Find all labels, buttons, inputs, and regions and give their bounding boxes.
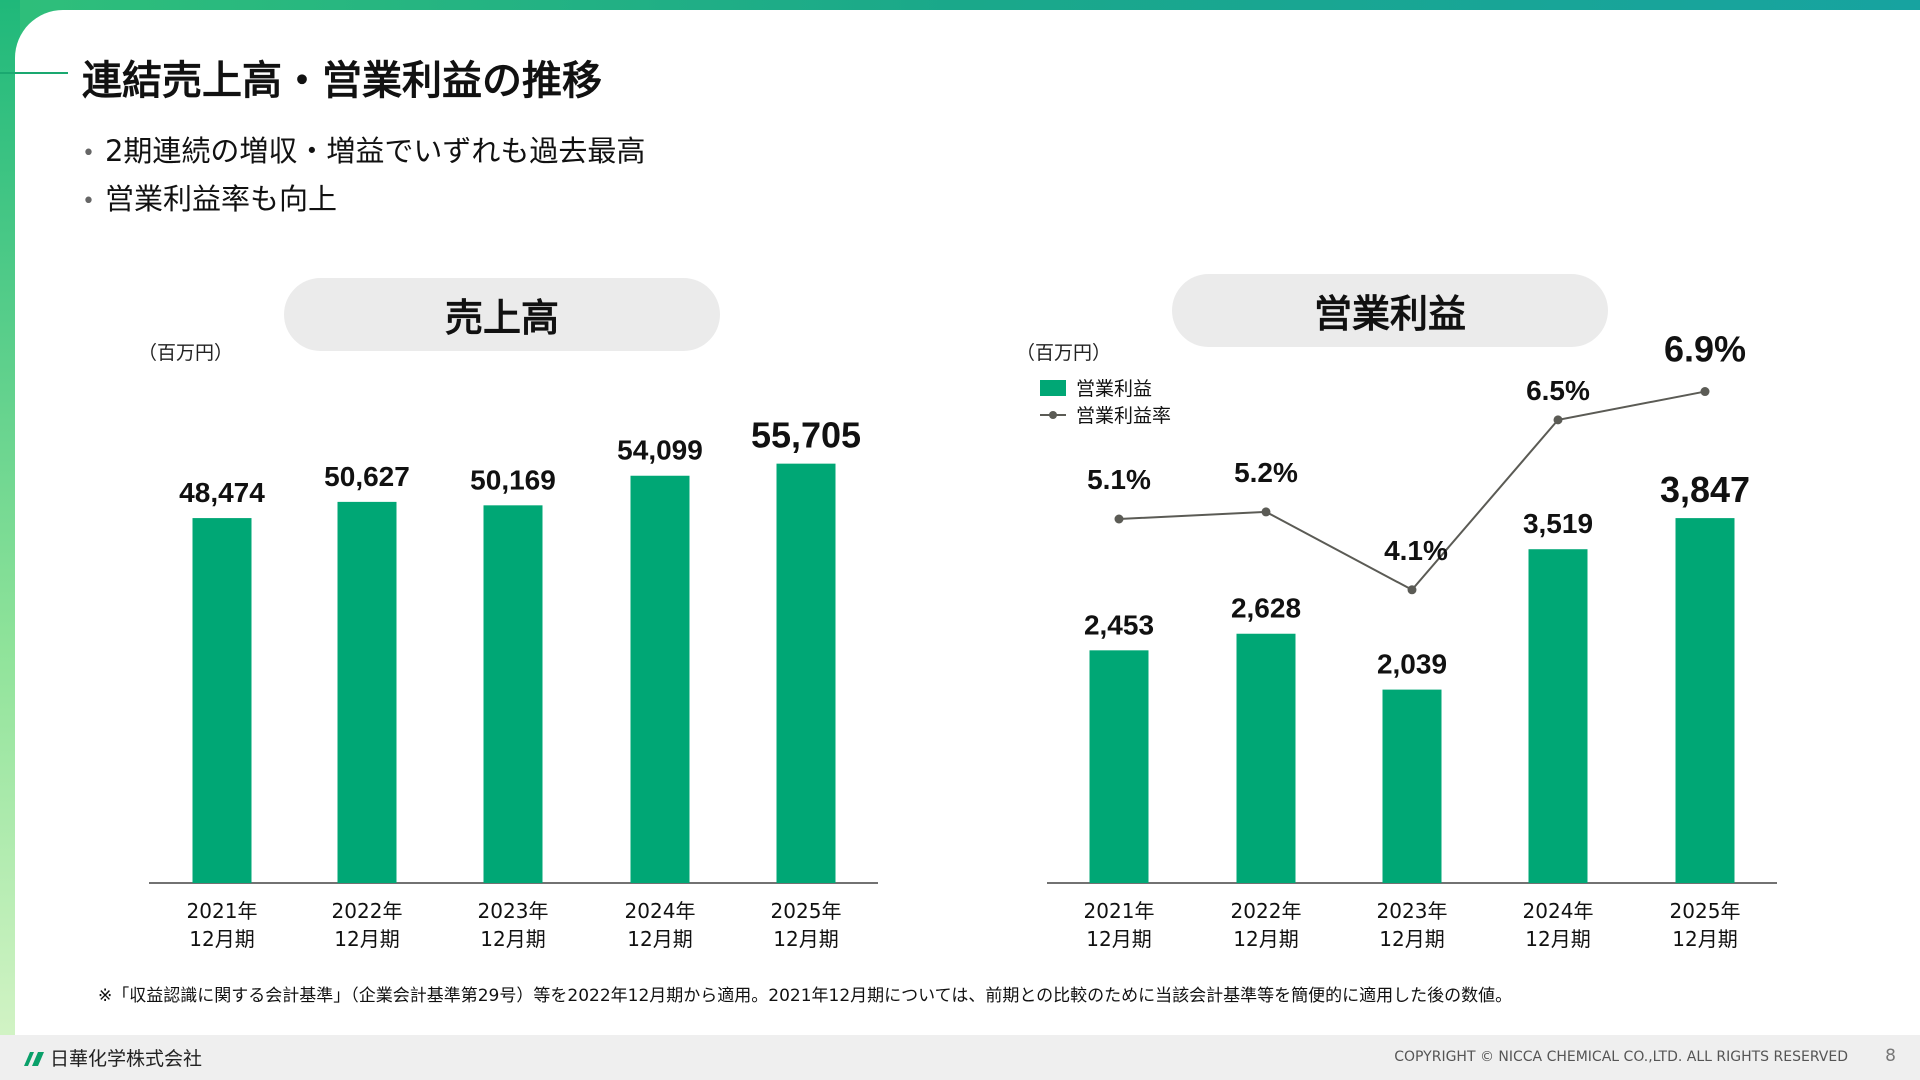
sales-bar xyxy=(483,505,543,883)
margin-value-label: 6.5% xyxy=(1526,375,1590,406)
sales-value-label: 54,099 xyxy=(617,435,703,466)
profit-value-label: 3,519 xyxy=(1523,508,1593,539)
sales-tick-label: 12月期 xyxy=(773,927,838,951)
profit-tick-label: 12月期 xyxy=(1379,927,1444,951)
legend-bar-swatch xyxy=(1040,379,1066,396)
legend-item-profit: 営業利益 xyxy=(1040,374,1152,401)
sales-bar xyxy=(776,463,836,883)
margin-point xyxy=(1261,507,1271,517)
bullet-2: 営業利益率も向上 xyxy=(82,176,337,218)
profit-value-label: 2,039 xyxy=(1377,649,1447,680)
sales-chart-title: 売上高 xyxy=(284,278,720,351)
sales-value-label: 50,169 xyxy=(470,464,556,495)
profit-value-label: 2,453 xyxy=(1084,609,1154,640)
profit-bar xyxy=(1089,650,1149,883)
profit-unit-label: （百万円） xyxy=(1016,342,1112,364)
profit-chart-title: 営業利益 xyxy=(1172,274,1608,347)
sales-tick-label: 2023年 xyxy=(478,899,549,923)
company-name: 日華化学株式会社 xyxy=(50,1048,203,1070)
margin-value-label: 4.1% xyxy=(1384,535,1448,566)
page-title: 連結売上高・営業利益の推移 xyxy=(82,58,602,104)
sales-bar xyxy=(630,475,690,883)
sales-value-label: 50,627 xyxy=(324,461,410,492)
margin-value-label: 5.2% xyxy=(1234,457,1298,488)
sales-bar xyxy=(192,518,252,883)
sales-tick-label: 12月期 xyxy=(627,927,692,951)
profit-bar xyxy=(1236,633,1296,883)
margin-value-label: 5.1% xyxy=(1087,464,1151,495)
logo-icon xyxy=(24,1051,44,1066)
profit-value-label: 3,847 xyxy=(1660,469,1750,510)
legend-label: 営業利益 xyxy=(1076,378,1153,400)
sales-tick-label: 12月期 xyxy=(334,927,399,951)
legend-item-margin: 営業利益率 xyxy=(1040,401,1171,428)
profit-bar xyxy=(1675,518,1735,883)
legend-label: 営業利益率 xyxy=(1076,405,1172,427)
profit-tick-label: 12月期 xyxy=(1672,927,1737,951)
profit-tick-label: 2023年 xyxy=(1377,899,1448,923)
profit-bar xyxy=(1382,689,1442,883)
sales-tick-label: 2021年 xyxy=(187,899,258,923)
profit-bar xyxy=(1528,549,1588,883)
profit-tick-label: 2022年 xyxy=(1231,899,1302,923)
sales-unit-label: （百万円） xyxy=(138,342,234,364)
sales-tick-label: 2022年 xyxy=(332,899,403,923)
margin-point xyxy=(1553,415,1563,425)
bullet-1: 2期連続の増収・増益でいずれも過去最高 xyxy=(82,128,645,170)
margin-point xyxy=(1114,514,1124,524)
page-number: 8 xyxy=(1885,1046,1896,1066)
sales-tick-label: 2025年 xyxy=(771,899,842,923)
profit-tick-label: 2021年 xyxy=(1084,899,1155,923)
footnote: ※「収益認識に関する会計基準」（企業会計基準第29号）等を2022年12月期から… xyxy=(98,986,1513,1006)
sales-tick-label: 12月期 xyxy=(189,927,254,951)
margin-value-label: 6.9% xyxy=(1664,329,1746,370)
legend-line-swatch xyxy=(1040,407,1066,423)
sales-value-label: 48,474 xyxy=(179,477,265,508)
footer-bar xyxy=(0,1035,1920,1080)
profit-tick-label: 12月期 xyxy=(1525,927,1590,951)
profit-tick-label: 12月期 xyxy=(1086,927,1151,951)
profit-tick-label: 2024年 xyxy=(1523,899,1594,923)
profit-tick-label: 12月期 xyxy=(1233,927,1298,951)
margin-point xyxy=(1407,585,1417,595)
copyright: COPYRIGHT © NICCA CHEMICAL CO.,LTD. ALL … xyxy=(1394,1049,1848,1065)
sales-tick-label: 12月期 xyxy=(480,927,545,951)
profit-value-label: 2,628 xyxy=(1231,593,1301,624)
sales-bar xyxy=(337,501,397,883)
margin-point xyxy=(1700,387,1710,397)
sales-value-label: 55,705 xyxy=(751,415,861,456)
sales-tick-label: 2024年 xyxy=(625,899,696,923)
title-accent-line xyxy=(0,72,68,74)
company-logo: 日華化学株式会社 xyxy=(22,1044,202,1071)
profit-tick-label: 2025年 xyxy=(1670,899,1741,923)
